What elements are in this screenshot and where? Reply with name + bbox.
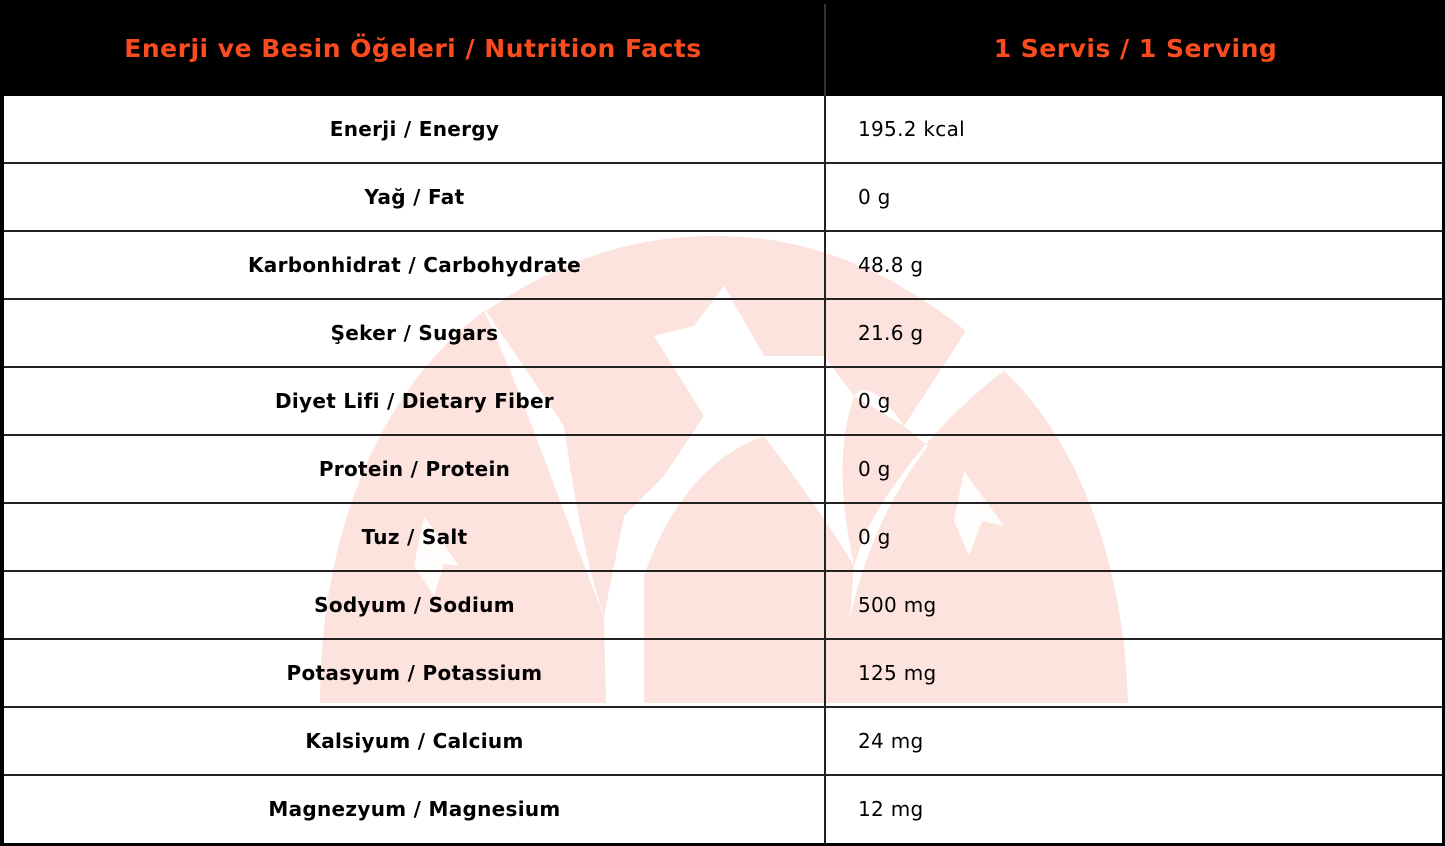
table-row: Magnezyum / Magnesium 12 mg: [4, 776, 1442, 843]
row-label: Protein / Protein: [318, 457, 511, 481]
table-header: Enerji ve Besin Öğeleri / Nutrition Fact…: [0, 0, 1445, 96]
row-value: 12 mg: [858, 797, 924, 821]
header-divider: [824, 4, 826, 96]
row-value: 48.8 g: [858, 253, 924, 277]
row-value: 0 g: [858, 525, 891, 549]
table-row: Şeker / Sugars 21.6 g: [4, 300, 1442, 368]
row-value: 0 g: [858, 457, 891, 481]
row-value: 21.6 g: [858, 321, 924, 345]
table-row: Protein / Protein 0 g: [4, 436, 1442, 504]
row-label: Magnezyum / Magnesium: [268, 797, 561, 821]
table-row: Sodyum / Sodium 500 mg: [4, 572, 1442, 640]
row-value: 0 g: [858, 389, 891, 413]
row-value: 125 mg: [858, 661, 937, 685]
header-nutrition-facts: Enerji ve Besin Öğeleri / Nutrition Fact…: [124, 33, 702, 63]
row-label: Enerji / Energy: [329, 117, 500, 141]
column-divider: [824, 96, 826, 843]
row-value: 195.2 kcal: [858, 117, 966, 141]
table-row: Potasyum / Potassium 125 mg: [4, 640, 1442, 708]
row-label: Yağ / Fat: [364, 185, 465, 209]
table-row: Diyet Lifi / Dietary Fiber 0 g: [4, 368, 1442, 436]
table-body: Enerji / Energy 195.2 kcal Yağ / Fat 0 g…: [4, 96, 1442, 843]
row-label: Karbonhidrat / Carbohydrate: [248, 253, 581, 277]
row-value: 0 g: [858, 185, 891, 209]
row-label: Kalsiyum / Calcium: [305, 729, 524, 753]
row-value: 24 mg: [858, 729, 924, 753]
row-label: Şeker / Sugars: [330, 321, 499, 345]
row-label: Potasyum / Potassium: [286, 661, 543, 685]
row-value: 500 mg: [858, 593, 937, 617]
table-row: Enerji / Energy 195.2 kcal: [4, 96, 1442, 164]
header-serving: 1 Servis / 1 Serving: [993, 33, 1278, 63]
table-row: Yağ / Fat 0 g: [4, 164, 1442, 232]
row-label: Diyet Lifi / Dietary Fiber: [275, 389, 554, 413]
table-row: Karbonhidrat / Carbohydrate 48.8 g: [4, 232, 1442, 300]
table-row: Kalsiyum / Calcium 24 mg: [4, 708, 1442, 776]
row-label: Sodyum / Sodium: [314, 593, 515, 617]
row-label: Tuz / Salt: [361, 525, 468, 549]
table-row: Tuz / Salt 0 g: [4, 504, 1442, 572]
